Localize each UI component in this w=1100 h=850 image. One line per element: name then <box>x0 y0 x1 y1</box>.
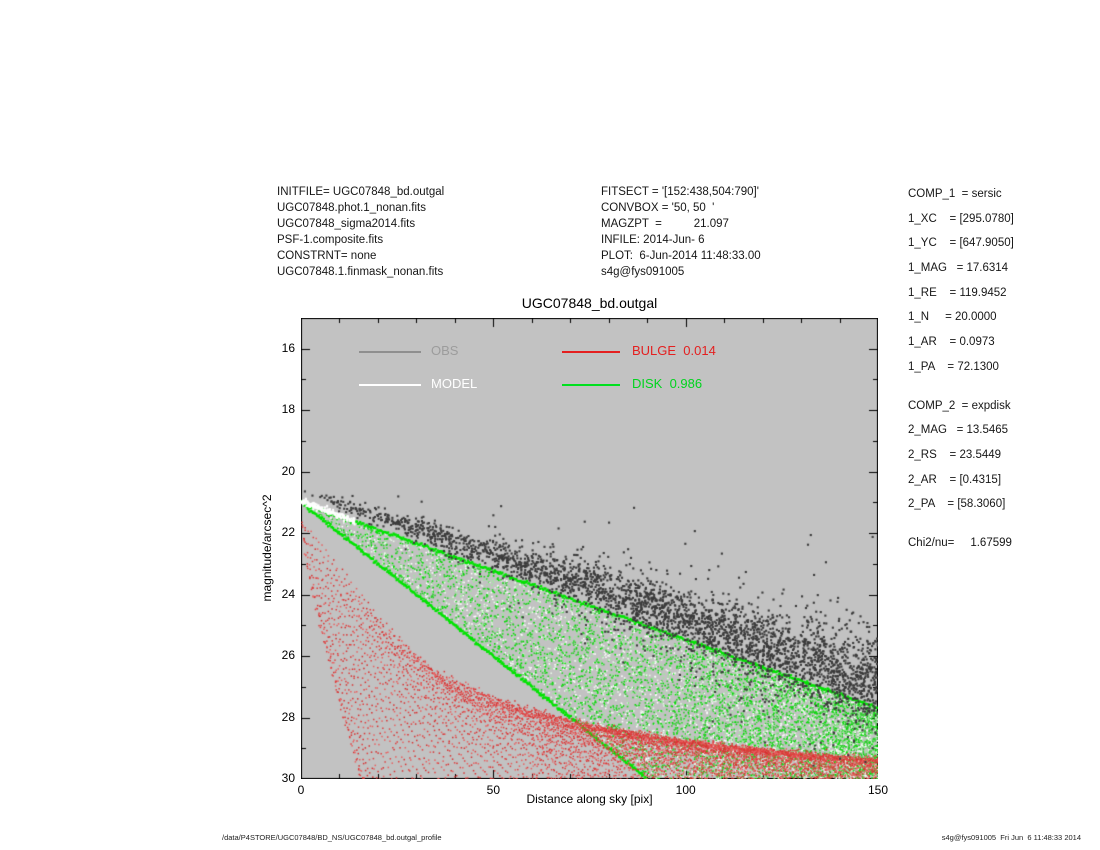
scatter-plot-canvas <box>301 318 878 779</box>
x-axis-label: Distance along sky [pix] <box>526 792 653 806</box>
text-line: INFILE: 2014-Jun- 6 <box>601 234 705 246</box>
text-line: COMP_1 = sersic <box>908 188 1002 200</box>
text-line: 1_XC = [295.0780] <box>908 212 1014 225</box>
text-line: 1_RE = 119.9452 <box>908 286 1007 299</box>
text-line: UGC07848.1.finmask_nonan.fits <box>277 266 444 278</box>
text-line: 2_AR = [0.4315] <box>908 473 1002 486</box>
y-tick-label: 26 <box>281 648 295 663</box>
plot-title: UGC07848_bd.outgal <box>521 295 658 311</box>
text-line: COMP_2 = expdisk <box>908 399 1011 412</box>
x-tick-label: 0 <box>297 783 305 797</box>
plot-area: OBS MODEL BULGE 0.014 DISK 0.986 0 50 100 1… <box>282 318 888 797</box>
text-line: s4g@fys091005 <box>601 266 685 278</box>
y-tick-label: 28 <box>281 709 295 724</box>
header-fit-settings-block: FITSECT = '[152:438,504:790]' CONVBOX = '… <box>601 184 761 280</box>
footer-user-timestamp: s4g@fys091005 Fri Jun 6 11:48:33 2014 <box>941 833 1081 842</box>
text-line: CONVBOX = '50, 50 ' <box>601 202 715 214</box>
legend-line-obs <box>359 351 421 353</box>
text-line: Chi2/nu= 1.67599 <box>908 536 1012 549</box>
y-tick-label: 16 <box>281 340 295 355</box>
text-line: MAGZPT = 21.097 <box>601 218 729 230</box>
y-tick-label: 18 <box>281 402 295 417</box>
legend-label-obs: OBS <box>431 343 459 358</box>
fit-parameters-column: COMP_1 = sersic 1_XC = [295.0780] 1_YC = [… <box>908 187 1014 561</box>
text-line: 2_RS = 23.5449 <box>908 448 1002 461</box>
text-line: FITSECT = '[152:438,504:790]' <box>601 186 759 198</box>
y-axis-label: magnitude/arcsec^2 <box>260 494 274 602</box>
text-line: 2_PA = [58.3060] <box>908 498 1006 511</box>
legend-label-model: MODEL <box>431 376 478 391</box>
text-line: 1_AR = 0.0973 <box>908 336 995 349</box>
text-line: UGC07848_sigma2014.fits <box>277 218 416 230</box>
text-line: 2_MAG = 13.5465 <box>908 424 1009 437</box>
footer-file-path: /data/P4STORE/UGC07848/BD_NS/UGC07848_bd… <box>222 833 442 842</box>
header-files-block: INITFILE= UGC07848_bd.outgal UGC07848.pho… <box>277 184 444 280</box>
y-tick-label: 22 <box>281 525 295 540</box>
text-line: 1_YC = [647.9050] <box>908 237 1014 250</box>
text-line: 1_PA = 72.1300 <box>908 360 999 373</box>
legend-line-model <box>359 384 421 386</box>
text-line: PSF-1.composite.fits <box>277 234 384 246</box>
y-tick-label: 30 <box>281 771 295 785</box>
text-line: 1_MAG = 17.6314 <box>908 262 1009 275</box>
legend-label-disk: DISK 0.986 <box>632 376 703 391</box>
y-tick-label: 20 <box>281 463 295 478</box>
legend-line-bulge <box>562 351 620 353</box>
x-tick-label: 150 <box>867 783 889 797</box>
text-line: INITFILE= UGC07848_bd.outgal <box>277 186 445 198</box>
text-line: UGC07848.phot.1_nonan.fits <box>277 202 426 214</box>
legend-line-disk <box>562 384 620 386</box>
legend-label-bulge: BULGE 0.014 <box>632 343 716 358</box>
y-tick-label: 24 <box>281 586 295 601</box>
x-tick-label: 50 <box>486 783 500 797</box>
text-line: CONSTRNT= none <box>277 250 377 262</box>
text-line: PLOT: 6-Jun-2014 11:48:33.00 <box>601 250 761 262</box>
text-line: 1_N = 20.0000 <box>908 311 997 324</box>
x-tick-label: 100 <box>675 783 696 797</box>
